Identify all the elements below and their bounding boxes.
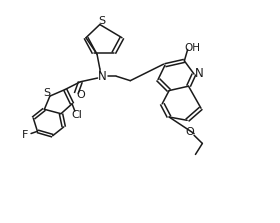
Text: O: O: [76, 90, 85, 100]
Text: Cl: Cl: [71, 110, 82, 120]
Text: N: N: [98, 70, 107, 83]
Text: S: S: [43, 88, 50, 98]
Text: OH: OH: [185, 43, 201, 53]
Text: S: S: [99, 16, 106, 26]
Text: N: N: [195, 67, 204, 80]
Text: O: O: [186, 127, 194, 137]
Text: F: F: [22, 130, 28, 140]
